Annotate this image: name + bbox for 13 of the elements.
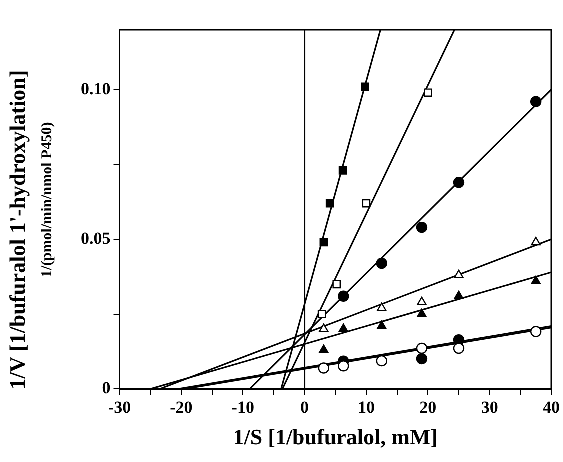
x-tick-label: -30: [108, 398, 132, 417]
x-axis-title: 1/S [1/bufuralol, mM]: [233, 424, 438, 450]
y-axis-title: 1/V [1/bufuralol 1'-hydroxylation] 1/(pmol/min/nmol P450): [5, 70, 56, 390]
x-tick-label: 40: [543, 398, 560, 417]
y-tick-label: 0.05: [81, 228, 111, 248]
y-tick-label: 0: [102, 378, 111, 398]
x-tick-label: 30: [481, 398, 498, 417]
x-tick-label: -10: [232, 398, 254, 417]
x-tick-label: -20: [170, 398, 193, 417]
y-tick-label: 0.10: [81, 79, 111, 98]
x-tick-label: 20: [420, 398, 437, 417]
x-tick-label: 0: [300, 398, 310, 417]
x-tick-label: 10: [358, 398, 375, 417]
